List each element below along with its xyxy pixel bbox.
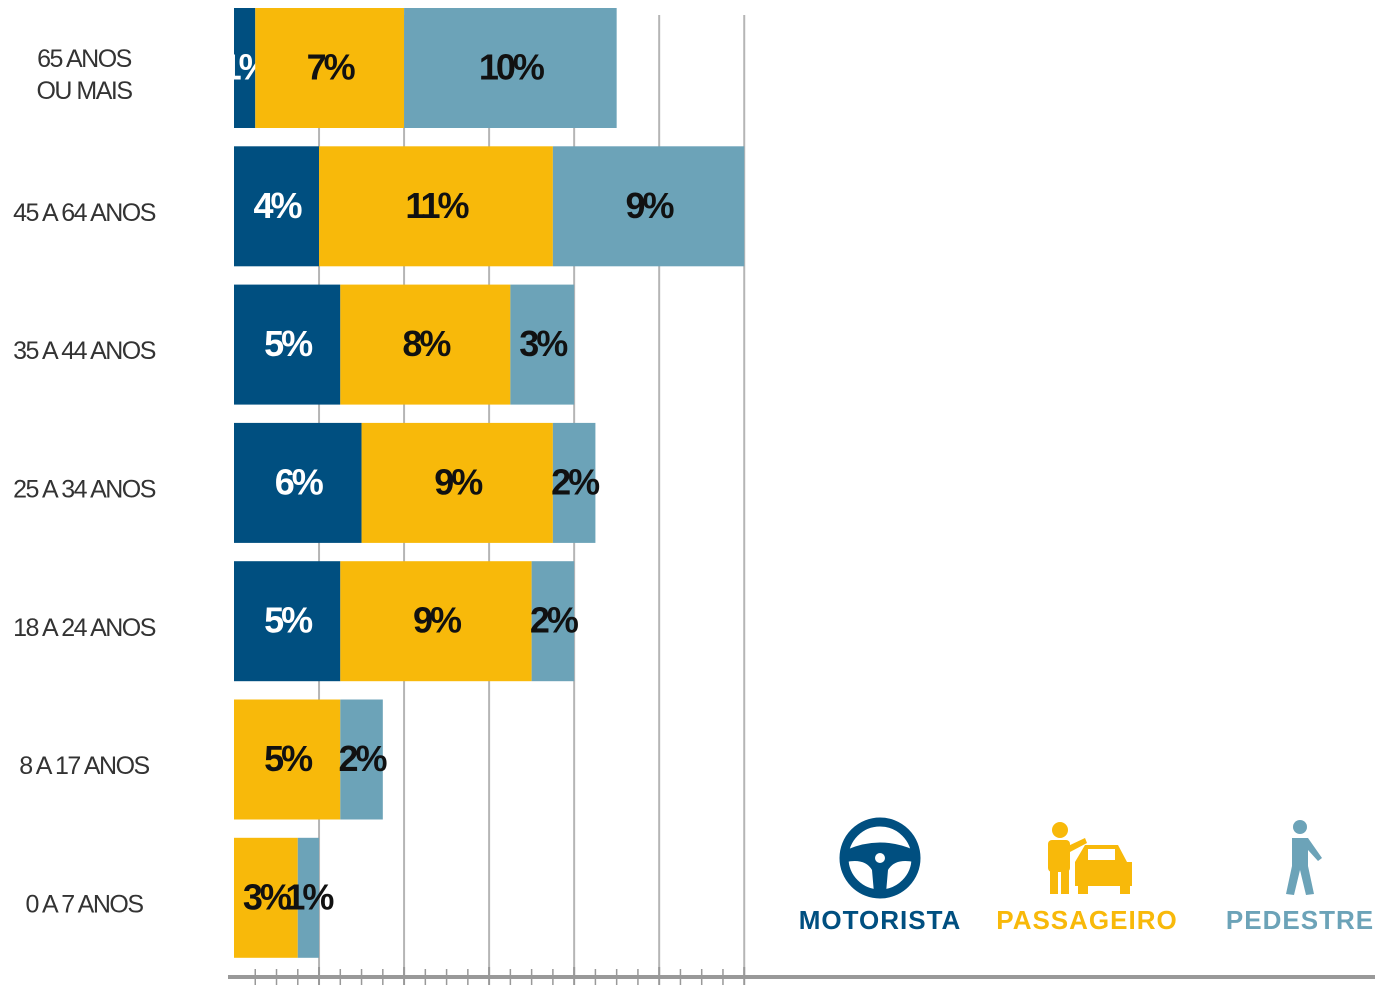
y-tick-label: 65 ANOS OU MAIS	[36, 45, 132, 105]
y-tick-label: 25 A 34 ANOS	[13, 476, 156, 504]
bar-segment	[234, 8, 256, 128]
bar-segment	[297, 837, 320, 958]
bar-segment	[234, 146, 320, 267]
value-label: 2%	[339, 738, 388, 779]
bar-segment	[340, 561, 532, 682]
bar-segment	[234, 837, 298, 958]
value-label: 3%	[519, 323, 568, 364]
bar-segment	[552, 146, 745, 267]
bar-segment	[234, 284, 341, 405]
value-label: 8%	[402, 323, 451, 364]
bar-segment	[404, 8, 617, 128]
bar-segment	[234, 699, 341, 820]
value-label: 11%	[405, 185, 469, 226]
value-label: 4%	[254, 185, 303, 226]
bar-segment	[340, 284, 511, 405]
legend-label: MOTORISTA	[799, 905, 962, 935]
value-label: 5%	[264, 600, 313, 641]
bar-segment	[340, 699, 383, 820]
bar-segment	[319, 146, 553, 267]
bar-segment	[361, 422, 553, 543]
legend-label: PASSAGEIRO	[996, 905, 1177, 935]
bar-segment	[531, 561, 575, 682]
value-label: 9%	[413, 600, 462, 641]
bar-segment	[552, 422, 596, 543]
y-tick-label: 0 A 7 ANOS	[25, 890, 143, 918]
y-tick-label: 45 A 64 ANOS	[13, 199, 156, 227]
value-label: 2%	[530, 600, 579, 641]
bar-segment	[234, 422, 362, 543]
bar-segment	[255, 8, 405, 128]
bar-segment	[510, 284, 575, 405]
value-label: 9%	[626, 185, 675, 226]
value-label: 9%	[434, 461, 483, 502]
value-label: 5%	[264, 323, 313, 364]
value-label: 2%	[551, 461, 600, 502]
y-tick-label: 18 A 24 ANOS	[13, 614, 156, 642]
y-tick-label: 35 A 44 ANOS	[13, 337, 156, 365]
y-tick-label: 8 A 17 ANOS	[19, 752, 149, 780]
value-label: 3%	[243, 876, 292, 917]
value-label: 10%	[479, 47, 545, 88]
value-label: 5%	[264, 738, 313, 779]
legend-label: PEDESTRE	[1226, 905, 1374, 935]
value-label: 6%	[275, 461, 324, 502]
value-label: 1%	[285, 876, 334, 917]
bar-segment	[234, 561, 341, 682]
value-label: 7%	[307, 47, 356, 88]
legend-icons	[839, 817, 1322, 899]
